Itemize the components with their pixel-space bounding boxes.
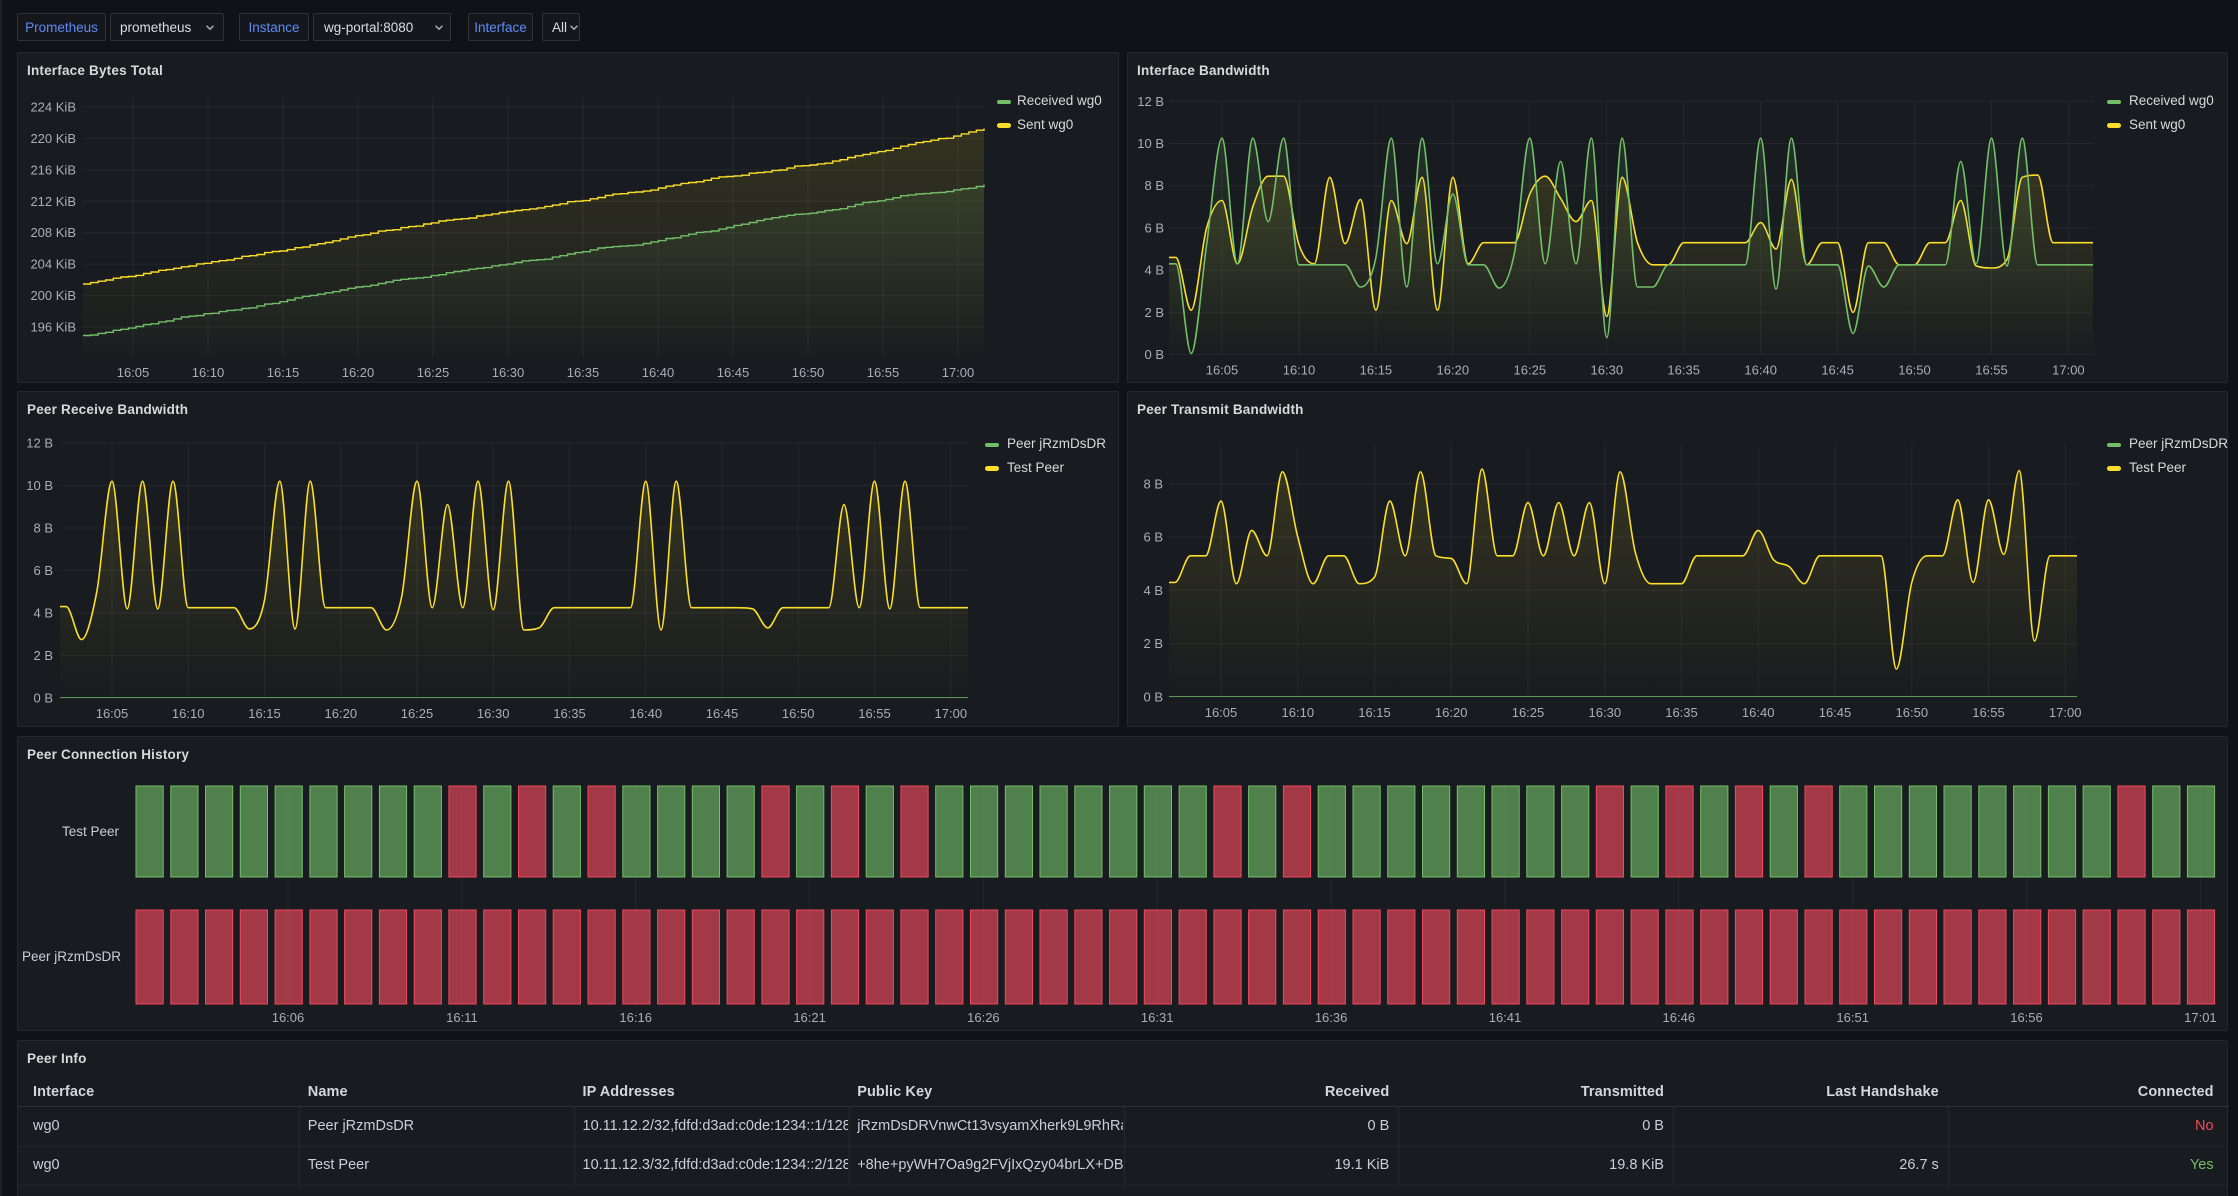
svg-text:16:10: 16:10 xyxy=(172,706,205,721)
svg-text:16:50: 16:50 xyxy=(782,706,815,721)
svg-text:4 B: 4 B xyxy=(1143,583,1163,598)
svg-text:16:15: 16:15 xyxy=(248,706,281,721)
svg-text:16:55: 16:55 xyxy=(867,365,900,380)
svg-text:16:45: 16:45 xyxy=(1819,705,1852,720)
svg-text:16:35: 16:35 xyxy=(1667,363,1700,378)
svg-text:6 B: 6 B xyxy=(33,563,53,578)
svg-text:8 B: 8 B xyxy=(1144,178,1164,193)
svg-text:0 B: 0 B xyxy=(1143,690,1163,705)
svg-text:16:40: 16:40 xyxy=(630,706,663,721)
svg-text:16:55: 16:55 xyxy=(1972,705,2005,720)
svg-text:16:26: 16:26 xyxy=(967,1010,1000,1025)
svg-text:16:30: 16:30 xyxy=(1589,705,1622,720)
svg-text:16:10: 16:10 xyxy=(1283,363,1316,378)
svg-text:17:00: 17:00 xyxy=(942,365,975,380)
svg-text:12 B: 12 B xyxy=(1137,94,1164,109)
svg-text:224 KiB: 224 KiB xyxy=(30,100,76,115)
svg-text:6 B: 6 B xyxy=(1144,220,1164,235)
svg-text:196 KiB: 196 KiB xyxy=(30,320,76,335)
svg-text:16:25: 16:25 xyxy=(401,706,434,721)
svg-text:16:31: 16:31 xyxy=(1141,1010,1174,1025)
svg-text:16:15: 16:15 xyxy=(267,365,300,380)
svg-text:Test Peer: Test Peer xyxy=(62,824,120,839)
svg-text:16:25: 16:25 xyxy=(417,365,450,380)
svg-text:16:40: 16:40 xyxy=(1742,705,1775,720)
svg-text:16:55: 16:55 xyxy=(858,706,891,721)
svg-text:16:10: 16:10 xyxy=(1282,705,1315,720)
svg-text:17:00: 17:00 xyxy=(2052,363,2085,378)
svg-text:16:30: 16:30 xyxy=(477,706,510,721)
svg-text:4 B: 4 B xyxy=(1144,263,1164,278)
svg-text:16:15: 16:15 xyxy=(1358,705,1391,720)
svg-text:16:51: 16:51 xyxy=(1836,1010,1869,1025)
svg-text:0 B: 0 B xyxy=(33,691,53,706)
svg-text:216 KiB: 216 KiB xyxy=(30,162,76,177)
svg-text:16:50: 16:50 xyxy=(1896,705,1929,720)
svg-text:16:05: 16:05 xyxy=(1205,705,1238,720)
svg-text:208 KiB: 208 KiB xyxy=(30,225,76,240)
svg-text:2 B: 2 B xyxy=(33,648,53,663)
svg-text:8 B: 8 B xyxy=(1143,476,1163,491)
svg-text:16:35: 16:35 xyxy=(1665,705,1698,720)
svg-text:16:56: 16:56 xyxy=(2010,1010,2043,1025)
svg-text:16:20: 16:20 xyxy=(1435,705,1468,720)
svg-text:16:30: 16:30 xyxy=(1591,363,1624,378)
svg-text:16:21: 16:21 xyxy=(793,1010,826,1025)
svg-text:16:20: 16:20 xyxy=(325,706,358,721)
svg-text:16:10: 16:10 xyxy=(192,365,225,380)
svg-text:16:11: 16:11 xyxy=(446,1010,478,1025)
svg-text:16:05: 16:05 xyxy=(96,706,129,721)
svg-text:8 B: 8 B xyxy=(33,521,53,536)
svg-text:16:20: 16:20 xyxy=(1437,363,1470,378)
svg-text:204 KiB: 204 KiB xyxy=(30,257,76,272)
svg-text:16:40: 16:40 xyxy=(642,365,675,380)
svg-text:16:15: 16:15 xyxy=(1360,363,1393,378)
svg-text:220 KiB: 220 KiB xyxy=(30,131,76,146)
svg-text:4 B: 4 B xyxy=(33,606,53,621)
svg-text:17:00: 17:00 xyxy=(2049,705,2082,720)
svg-text:10 B: 10 B xyxy=(26,478,53,493)
svg-text:212 KiB: 212 KiB xyxy=(30,194,76,209)
svg-text:0 B: 0 B xyxy=(1144,347,1164,362)
svg-text:16:45: 16:45 xyxy=(717,365,750,380)
svg-text:16:35: 16:35 xyxy=(553,706,586,721)
svg-text:16:05: 16:05 xyxy=(1206,363,1239,378)
svg-text:16:40: 16:40 xyxy=(1744,363,1777,378)
svg-text:16:50: 16:50 xyxy=(1898,363,1931,378)
svg-text:16:06: 16:06 xyxy=(272,1010,305,1025)
svg-text:16:41: 16:41 xyxy=(1489,1010,1522,1025)
svg-text:200 KiB: 200 KiB xyxy=(30,288,76,303)
svg-text:2 B: 2 B xyxy=(1144,305,1164,320)
svg-text:16:45: 16:45 xyxy=(1821,363,1854,378)
svg-text:16:30: 16:30 xyxy=(492,365,525,380)
svg-text:16:35: 16:35 xyxy=(567,365,600,380)
svg-text:16:25: 16:25 xyxy=(1514,363,1547,378)
svg-text:17:01: 17:01 xyxy=(2184,1010,2217,1025)
svg-text:16:16: 16:16 xyxy=(619,1010,652,1025)
svg-text:16:55: 16:55 xyxy=(1975,363,2008,378)
svg-text:16:45: 16:45 xyxy=(706,706,739,721)
svg-text:12 B: 12 B xyxy=(26,436,53,451)
svg-text:17:00: 17:00 xyxy=(935,706,968,721)
svg-text:16:20: 16:20 xyxy=(342,365,375,380)
svg-text:6 B: 6 B xyxy=(1143,530,1163,545)
svg-text:16:25: 16:25 xyxy=(1512,705,1545,720)
svg-text:16:50: 16:50 xyxy=(792,365,825,380)
svg-text:16:05: 16:05 xyxy=(117,365,150,380)
svg-text:10 B: 10 B xyxy=(1137,136,1164,151)
svg-text:16:36: 16:36 xyxy=(1315,1010,1348,1025)
svg-text:16:46: 16:46 xyxy=(1663,1010,1696,1025)
svg-text:2 B: 2 B xyxy=(1143,636,1163,651)
svg-text:Peer jRzmDsDR: Peer jRzmDsDR xyxy=(22,949,121,964)
